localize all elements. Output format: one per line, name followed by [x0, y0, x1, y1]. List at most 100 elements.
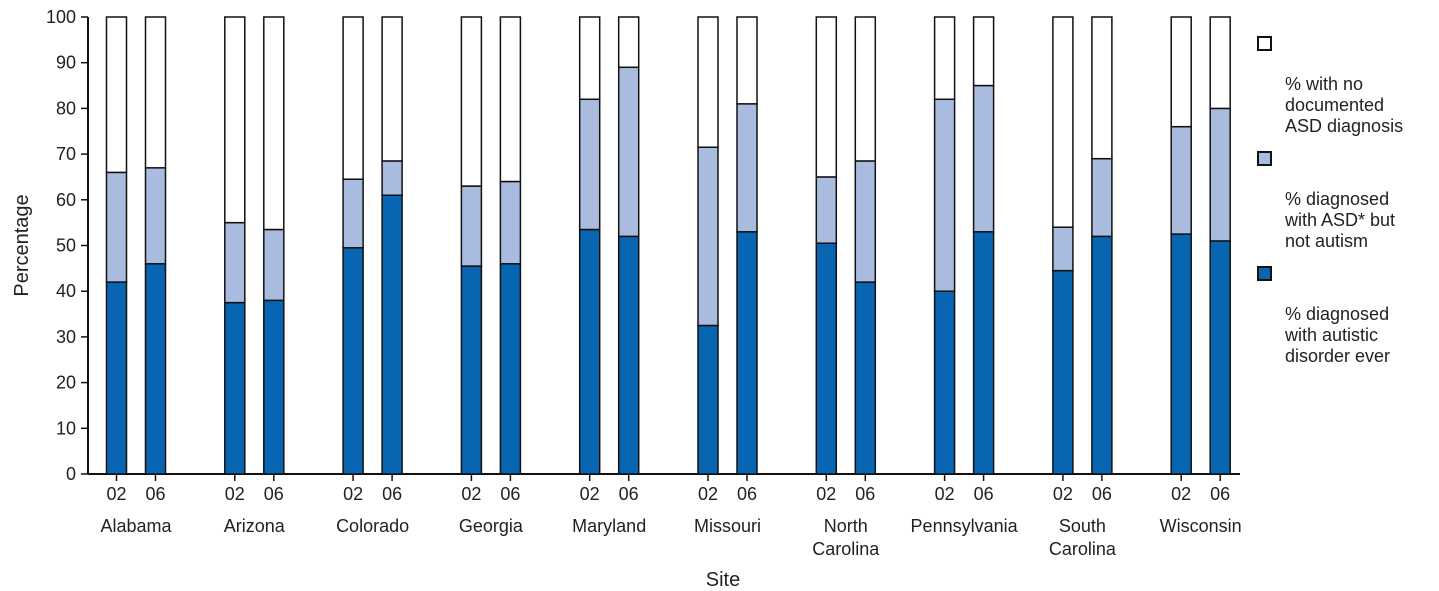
legend-swatch-autistic-disorder: [1257, 266, 1272, 281]
legend-label-no-diagnosis: % with no documented ASD diagnosis: [1285, 74, 1404, 136]
year-tick-label: 06: [619, 484, 639, 504]
bar-segment-asd-not-autism: [342, 178, 364, 249]
bar-segment-autistic-disorder: [854, 281, 877, 475]
bar-segment-asd-not-autism: [460, 185, 483, 267]
bar-segment-asd-not-autism: [1170, 125, 1192, 235]
y-tick-label: 20: [56, 373, 76, 393]
y-tick-label: 100: [46, 7, 76, 27]
bar-segment-no-diagnosis: [105, 16, 128, 174]
year-tick-label: 02: [935, 484, 955, 504]
bar-segment-asd-not-autism: [144, 167, 167, 265]
site-label: North Carolina: [812, 516, 880, 559]
bar-segment-no-diagnosis: [736, 16, 758, 105]
y-axis-title: Percentage: [11, 194, 33, 296]
bar-segment-autistic-disorder: [1209, 240, 1231, 475]
legend-swatch-no-diagnosis: [1257, 36, 1272, 51]
bar-segment-asd-not-autism: [381, 160, 403, 196]
site-label: Pennsylvania: [911, 516, 1019, 536]
bar-segment-no-diagnosis: [224, 16, 246, 224]
y-tick-label: 90: [56, 53, 76, 73]
bar-segment-no-diagnosis: [342, 16, 364, 180]
bar-segment-asd-not-autism: [105, 171, 128, 283]
year-tick-label: 06: [1092, 484, 1112, 504]
x-axis-title: Site: [706, 569, 740, 591]
legend-label-asd-not-autism: % diagnosed with ASD* but not autism: [1285, 189, 1396, 251]
bar-segment-no-diagnosis: [263, 16, 285, 231]
y-tick-label: 10: [56, 418, 76, 438]
site-label: South Carolina: [1049, 516, 1117, 559]
bar-segment-autistic-disorder: [460, 265, 483, 475]
bar-segment-asd-not-autism: [933, 98, 956, 292]
bar-segment-autistic-disorder: [972, 231, 995, 475]
legend-swatch-asd-not-autism: [1257, 151, 1272, 166]
year-tick-label: 02: [225, 484, 245, 504]
bar-segment-no-diagnosis: [1170, 16, 1192, 128]
bar-segment-autistic-disorder: [105, 281, 128, 475]
bar-segment-asd-not-autism: [815, 176, 838, 244]
bar-segment-autistic-disorder: [263, 299, 285, 475]
year-tick-label: 06: [145, 484, 165, 504]
year-tick-label: 02: [816, 484, 836, 504]
year-tick-label: 06: [500, 484, 520, 504]
bar-segment-no-diagnosis: [1091, 16, 1113, 160]
year-tick-label: 02: [580, 484, 600, 504]
year-tick-label: 02: [1053, 484, 1073, 504]
bar-segment-no-diagnosis: [1052, 16, 1074, 228]
bar-segment-asd-not-autism: [972, 84, 995, 233]
year-tick-label: 06: [382, 484, 402, 504]
y-tick-label: 40: [56, 281, 76, 301]
bar-segment-no-diagnosis: [1209, 16, 1231, 110]
bar-segment-autistic-disorder: [736, 231, 758, 475]
site-label: Wisconsin: [1160, 516, 1242, 536]
bar-segment-autistic-disorder: [224, 301, 246, 475]
legend-item-autistic-disorder: % diagnosed with autistic disorder ever: [1257, 262, 1432, 367]
bar-segment-no-diagnosis: [972, 16, 995, 87]
bar-segment-asd-not-autism: [854, 160, 877, 283]
bar-segment-no-diagnosis: [144, 16, 167, 169]
bar-segment-no-diagnosis: [933, 16, 956, 101]
legend-item-no-diagnosis: % with no documented ASD diagnosis: [1257, 32, 1432, 137]
bar-segment-no-diagnosis: [854, 16, 877, 162]
site-label: Arizona: [224, 516, 286, 536]
y-tick-label: 60: [56, 190, 76, 210]
bar-segment-no-diagnosis: [499, 16, 522, 183]
bar-segment-autistic-disorder: [1170, 233, 1192, 475]
bar-segment-asd-not-autism: [617, 66, 640, 238]
bar-segment-no-diagnosis: [617, 16, 640, 69]
bar-segment-autistic-disorder: [933, 290, 956, 475]
bar-segment-no-diagnosis: [697, 16, 719, 148]
bar-segment-autistic-disorder: [815, 242, 838, 475]
bar-segment-autistic-disorder: [381, 194, 403, 475]
bar-segment-no-diagnosis: [815, 16, 838, 178]
bar-segment-asd-not-autism: [1209, 107, 1231, 242]
bar-segment-autistic-disorder: [144, 263, 167, 475]
year-tick-label: 06: [1210, 484, 1230, 504]
year-tick-label: 02: [461, 484, 481, 504]
year-tick-label: 02: [698, 484, 718, 504]
site-label: Maryland: [572, 516, 646, 536]
year-tick-label: 06: [264, 484, 284, 504]
year-tick-label: 02: [343, 484, 363, 504]
bar-segment-no-diagnosis: [381, 16, 403, 162]
y-tick-label: 30: [56, 327, 76, 347]
y-tick-label: 80: [56, 98, 76, 118]
site-label: Georgia: [459, 516, 524, 536]
year-tick-label: 06: [974, 484, 994, 504]
legend-item-asd-not-autism: % diagnosed with ASD* but not autism: [1257, 147, 1432, 252]
year-tick-label: 02: [106, 484, 126, 504]
year-tick-label: 06: [737, 484, 757, 504]
bar-segment-no-diagnosis: [460, 16, 483, 187]
bar-segment-asd-not-autism: [736, 103, 758, 233]
bar-segment-autistic-disorder: [1052, 269, 1074, 475]
bar-segment-autistic-disorder: [1091, 235, 1113, 475]
bar-segment-asd-not-autism: [499, 180, 522, 265]
bar-segment-autistic-disorder: [617, 235, 640, 475]
y-tick-label: 50: [56, 236, 76, 256]
bar-segment-no-diagnosis: [578, 16, 601, 101]
bar-segment-autistic-disorder: [578, 228, 601, 475]
year-tick-label: 06: [855, 484, 875, 504]
site-label: Missouri: [694, 516, 761, 536]
bar-segment-asd-not-autism: [224, 221, 246, 304]
bar-segment-autistic-disorder: [697, 324, 719, 475]
